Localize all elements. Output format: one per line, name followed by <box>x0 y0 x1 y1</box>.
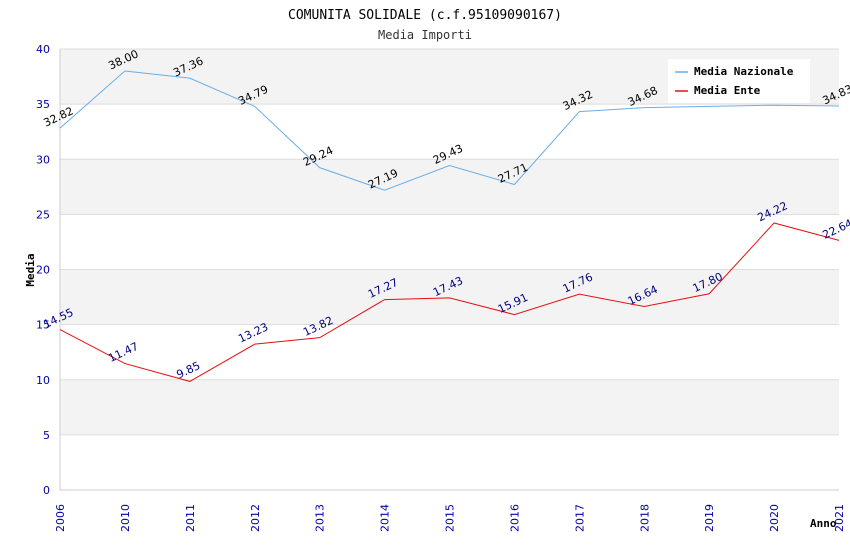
y-tick-label: 40 <box>36 43 50 56</box>
x-tick-label: 2010 <box>119 504 132 532</box>
x-tick-label: 2020 <box>768 504 781 532</box>
x-tick-label: 2019 <box>703 504 716 532</box>
band <box>60 379 839 435</box>
x-tick-label: 2012 <box>249 504 262 532</box>
legend-label-nazionale: Media Nazionale <box>694 65 794 78</box>
y-tick-label: 5 <box>43 429 50 442</box>
series-line <box>59 222 840 382</box>
y-tick-labels: 0 5 10 15 20 25 30 35 40 <box>36 43 50 497</box>
series-lines <box>59 70 840 382</box>
x-tick-label: 2013 <box>314 504 327 532</box>
band <box>60 159 839 215</box>
data-label: 9.85 <box>175 359 203 381</box>
band <box>60 269 839 325</box>
x-tick-label: 2015 <box>444 504 457 532</box>
y-tick-label: 35 <box>36 98 50 111</box>
y-axis-label: Media <box>24 253 37 286</box>
data-label: 11.47 <box>106 340 140 365</box>
data-label: 22.64 <box>820 217 850 242</box>
y-tick-label: 30 <box>36 153 50 166</box>
x-tick-label: 2021 <box>833 504 846 532</box>
legend: Media Nazionale Media Ente <box>668 59 810 103</box>
x-tick-label: 2018 <box>638 504 651 532</box>
y-tick-label: 25 <box>36 208 50 221</box>
y-tick-label: 20 <box>36 264 50 277</box>
axes <box>59 49 839 491</box>
x-tick-label: 2006 <box>54 504 67 532</box>
background-bands <box>60 49 839 435</box>
x-tick-label: 2016 <box>508 504 521 532</box>
series-line <box>59 70 840 191</box>
legend-label-ente: Media Ente <box>694 84 761 97</box>
chart-title: COMUNITA SOLIDALE (c.f.95109090167) <box>288 8 562 23</box>
chart-subtitle: Media Importi <box>378 28 472 42</box>
y-tick-label: 15 <box>36 319 50 332</box>
x-tick-label: 2017 <box>573 504 586 532</box>
gridlines <box>60 48 839 491</box>
data-label: 14.55 <box>41 306 75 331</box>
x-axis-label: Anno <box>810 517 837 530</box>
legend-box <box>668 59 810 103</box>
y-tick-label: 0 <box>43 484 50 497</box>
y-tick-label: 10 <box>36 374 50 387</box>
x-tick-label: 2014 <box>379 504 392 532</box>
x-tick-labels: 2006 2010 2011 2012 2013 2014 2015 2016 2017 2018… <box>54 504 846 532</box>
x-tick-label: 2011 <box>184 504 197 532</box>
